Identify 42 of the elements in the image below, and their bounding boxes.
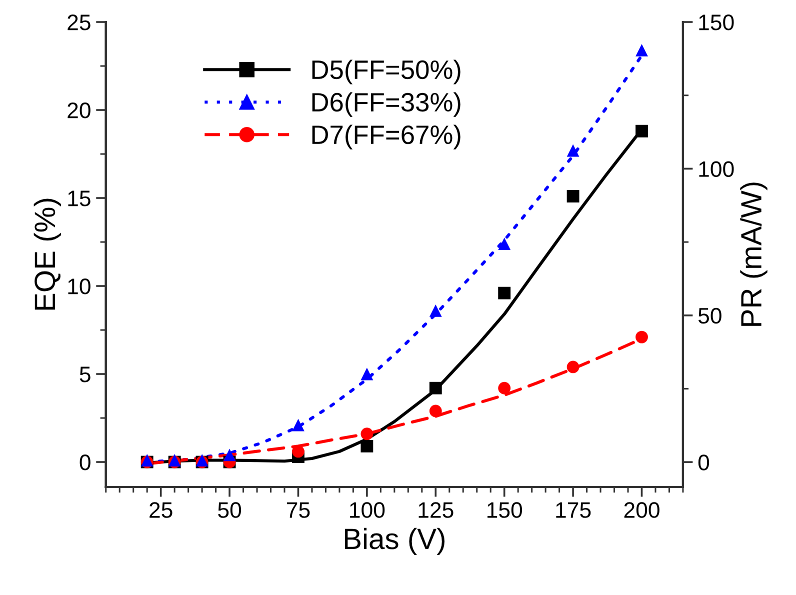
point [566,360,580,374]
x-axis-title: Bias (V) [344,528,444,556]
x-tick-label: 100 [350,502,385,518]
point [636,44,648,56]
y2-tick-label: 0 [698,454,710,470]
x-tick-label: 150 [488,502,522,518]
y2-tick-label: 50 [698,308,722,324]
point [498,382,511,394]
legend-label: D7(FF=67%) [312,124,460,150]
y-tick-label: 5 [80,366,90,382]
point [292,445,304,458]
y2-tick-label: 150 [699,14,734,30]
point [429,304,442,317]
y-axis-title: EQE (%) [34,198,61,310]
point [636,124,648,138]
x-tick-label: 125 [418,502,454,518]
x-tick-label: 200 [624,502,660,518]
point [498,286,511,300]
point [360,428,374,440]
x-tick-label: 25 [150,502,172,518]
point [292,418,304,432]
point [566,190,580,202]
point [498,238,511,250]
point [429,404,442,418]
x-tick-label: 75 [287,502,310,518]
point [566,144,580,157]
y-tick-label: 25 [68,14,90,30]
y-tick-label: 0 [80,454,90,470]
point [360,440,374,452]
point [360,368,374,380]
legend-label: D6(FF=33%) [312,92,460,117]
y-tick-label: 15 [68,190,90,206]
y-tick-label: 20 [68,102,90,118]
legend-label: D5(FF=50%) [312,60,460,84]
x-tick-label: 50 [218,502,242,518]
y2-axis-title: PR (mA/W) [740,182,768,326]
point [636,330,648,344]
x-tick-label: 175 [556,502,591,518]
y2-tick-label: 100 [699,161,734,177]
y-tick-label: 10 [68,278,90,294]
point [223,448,236,462]
point [429,382,442,394]
